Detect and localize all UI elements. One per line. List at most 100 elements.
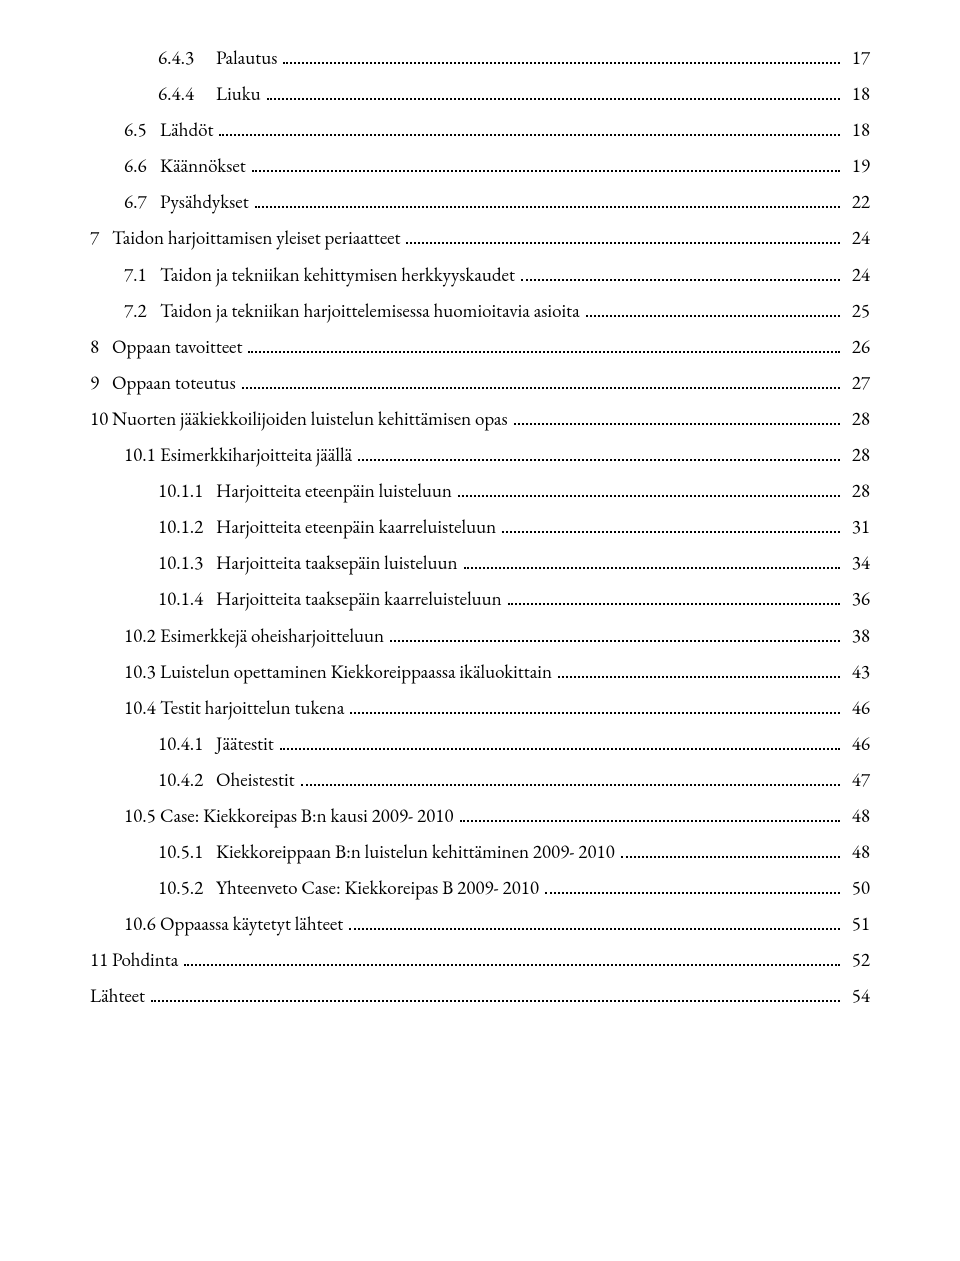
- toc-entry: 6.6Käännökset19: [90, 148, 870, 184]
- toc-entry-number: 6.5: [124, 112, 160, 148]
- toc-entry-page: 24: [846, 220, 870, 256]
- toc-entry: 10.1.4Harjoitteita taaksepäin kaarreluis…: [90, 581, 870, 617]
- toc-entry: 10.1.3Harjoitteita taaksepäin luisteluun…: [90, 545, 870, 581]
- toc-entry-page: 46: [846, 726, 870, 762]
- toc-entry-title: Pohdinta: [112, 942, 178, 978]
- toc-leader-dots: [586, 301, 840, 316]
- toc-leader-dots: [521, 265, 840, 280]
- toc-leader-dots: [255, 193, 840, 208]
- toc-entry: 10.5.2Yhteenveto Case: Kiekkoreipas B 20…: [90, 870, 870, 906]
- page-container: 6.4.3Palautus176.4.4Liuku186.5Lähdöt186.…: [0, 0, 960, 1261]
- toc-leader-dots: [464, 554, 840, 569]
- toc-entry: 10.4.1Jäätestit 46: [90, 726, 870, 762]
- toc-entry-title: Taidon ja tekniikan kehittymisen herkkyy…: [160, 257, 515, 293]
- toc-entry-page: 47: [846, 762, 870, 798]
- toc-entry-number: 10.1: [124, 437, 160, 473]
- toc-leader-dots: [621, 843, 840, 858]
- toc-entry-page: 18: [846, 112, 870, 148]
- toc-entry-number: 10.5: [124, 798, 160, 834]
- toc-entry: 10.4Testit harjoittelun tukena46: [90, 690, 870, 726]
- toc-entry-title: Pysähdykset: [160, 184, 249, 220]
- toc-entry-number: 10.1.4: [158, 581, 216, 617]
- toc-entry-page: 48: [846, 834, 870, 870]
- toc-entry-number: 10.4.2: [158, 762, 216, 798]
- toc-leader-dots: [242, 374, 840, 389]
- toc-entry: 6.7Pysähdykset22: [90, 184, 870, 220]
- toc-entry-title: Taidon ja tekniikan harjoittelemisessa h…: [160, 293, 580, 329]
- toc-entry-title: Käännökset: [160, 148, 246, 184]
- toc-entry-number: 10.1.3: [158, 545, 216, 581]
- toc-leader-dots: [545, 879, 840, 894]
- toc-entry-number: 10.5.1: [158, 834, 216, 870]
- toc-entry-title: Case: Kiekkoreipas B:n kausi 2009- 2010: [160, 798, 454, 834]
- toc-entry-page: 28: [846, 437, 870, 473]
- toc-entry-number: 10.1.2: [158, 509, 216, 545]
- toc-entry: Lähteet 54: [90, 978, 870, 1014]
- toc-entry-page: 43: [846, 654, 870, 690]
- toc-entry: 7Taidon harjoittamisen yleiset periaatte…: [90, 220, 870, 256]
- toc-entry-number: 7.2: [124, 293, 160, 329]
- toc-entry-title: Esimerkkejä oheisharjoitteluun: [160, 618, 384, 654]
- toc-entry-number: 8: [90, 329, 112, 365]
- toc-entry-title: Kiekkoreippaan B:n luistelun kehittämine…: [216, 834, 615, 870]
- toc-entry-title: Nuorten jääkiekkoilijoiden luistelun keh…: [112, 401, 508, 437]
- toc-entry-title: Oheistestit: [216, 762, 295, 798]
- toc-entry-number: 10.6: [124, 906, 160, 942]
- toc-leader-dots: [219, 121, 840, 136]
- toc-entry: 6.4.3Palautus17: [90, 40, 870, 76]
- toc-entry: 10.3Luistelun opettaminen Kiekkoreippaas…: [90, 654, 870, 690]
- toc-entry-title: Esimerkkiharjoitteita jäällä: [160, 437, 352, 473]
- toc-entry-number: 10.3: [124, 654, 160, 690]
- toc-entry-number: 10.2: [124, 618, 160, 654]
- toc-leader-dots: [267, 85, 840, 100]
- toc-entry-title: Luistelun opettaminen Kiekkoreippaassa i…: [160, 654, 552, 690]
- toc-entry-page: 51: [846, 906, 870, 942]
- toc-entry-page: 54: [846, 978, 870, 1014]
- toc-leader-dots: [358, 446, 840, 461]
- toc-entry-number: 10.4: [124, 690, 160, 726]
- toc-leader-dots: [558, 662, 840, 677]
- toc-entry-title: Liuku: [216, 76, 261, 112]
- toc-leader-dots: [349, 915, 840, 930]
- toc-leader-dots: [248, 337, 840, 352]
- toc-leader-dots: [460, 807, 840, 822]
- toc-entry-number: 10.5.2: [158, 870, 216, 906]
- toc-entry-page: 18: [846, 76, 870, 112]
- toc-entry: 9Oppaan toteutus27: [90, 365, 870, 401]
- toc-entry-number: 10.4.1: [158, 726, 216, 762]
- toc-leader-dots: [280, 734, 840, 749]
- toc-entry-page: 31: [846, 509, 870, 545]
- toc-entry-title: Lähteet: [90, 978, 145, 1014]
- toc-entry-number: 6.7: [124, 184, 160, 220]
- toc-entry-page: 48: [846, 798, 870, 834]
- toc-entry-page: 36: [846, 581, 870, 617]
- toc-entry-title: Harjoitteita taaksepäin kaarreluisteluun: [216, 581, 502, 617]
- toc-leader-dots: [301, 771, 840, 786]
- toc-entry: 10Nuorten jääkiekkoilijoiden luistelun k…: [90, 401, 870, 437]
- toc-entry: 10.6Oppaassa käytetyt lähteet51: [90, 906, 870, 942]
- toc-leader-dots: [458, 482, 840, 497]
- toc-entry-page: 19: [846, 148, 870, 184]
- toc-entry-page: 46: [846, 690, 870, 726]
- toc-entry: 6.4.4Liuku18: [90, 76, 870, 112]
- toc-entry: 11Pohdinta52: [90, 942, 870, 978]
- toc-entry-page: 50: [846, 870, 870, 906]
- toc-entry-page: 28: [846, 473, 870, 509]
- toc-entry: 8Oppaan tavoitteet26: [90, 329, 870, 365]
- toc-entry: 7.2Taidon ja tekniikan harjoittelemisess…: [90, 293, 870, 329]
- toc-entry-page: 17: [846, 40, 870, 76]
- toc-entry-page: 28: [846, 401, 870, 437]
- toc-entry-number: 7: [90, 220, 112, 256]
- toc-entry-title: Palautus: [216, 40, 277, 76]
- toc-entry-number: 7.1: [124, 257, 160, 293]
- toc-entry: 7.1Taidon ja tekniikan kehittymisen herk…: [90, 257, 870, 293]
- toc-entry-page: 52: [846, 942, 870, 978]
- toc-entry-page: 27: [846, 365, 870, 401]
- toc-leader-dots: [514, 410, 840, 425]
- toc-leader-dots: [502, 518, 840, 533]
- toc-entry: 10.4.2Oheistestit 47: [90, 762, 870, 798]
- toc-entry-page: 38: [846, 618, 870, 654]
- toc-entry-title: Jäätestit: [216, 726, 274, 762]
- toc-entry: 10.1.2Harjoitteita eteenpäin kaarreluist…: [90, 509, 870, 545]
- toc-leader-dots: [252, 157, 840, 172]
